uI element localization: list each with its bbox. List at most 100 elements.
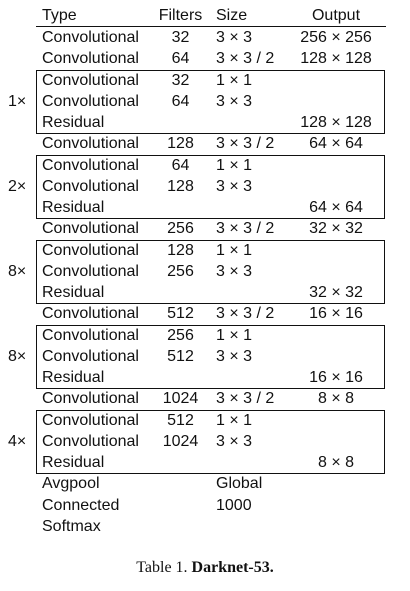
table-row: Residual 8 × 8 bbox=[0, 452, 410, 473]
table-row: Residual 16 × 16 bbox=[0, 367, 410, 388]
table-row: Avgpool Global bbox=[0, 473, 410, 494]
caption-prefix: Table 1. bbox=[136, 559, 192, 576]
table-row: Convolutional 32 1 × 1 bbox=[0, 70, 410, 91]
cell-type: Residual bbox=[42, 454, 105, 471]
cell-filters: 256 bbox=[167, 220, 194, 238]
cell-type: Convolutional bbox=[42, 347, 139, 365]
cell-type: Convolutional bbox=[42, 71, 139, 89]
cell-size: 3 × 3 bbox=[216, 432, 253, 450]
table-row: Convolutional 128 1 × 1 bbox=[0, 240, 410, 261]
cell-filters: 64 bbox=[171, 92, 190, 110]
cell-size: 3 × 3 bbox=[216, 92, 253, 110]
table-row: Residual 32 × 32 bbox=[0, 282, 410, 303]
table-caption: Table 1. Darknet-53. bbox=[0, 559, 410, 577]
cell-filters: 32 bbox=[171, 29, 190, 46]
cell-size: 1 × 1 bbox=[216, 326, 253, 344]
cell-size: 3 × 3 bbox=[216, 262, 253, 280]
header-rule bbox=[36, 26, 386, 27]
cell-filters: 1024 bbox=[162, 390, 199, 408]
cell-filters: 64 bbox=[171, 156, 190, 174]
group-multiplier: 4× bbox=[8, 432, 27, 450]
cell-size: 3 × 3 bbox=[216, 29, 253, 46]
cell-type: Convolutional bbox=[42, 262, 139, 280]
cell-filters: 128 bbox=[167, 177, 194, 195]
cell-output: 32 × 32 bbox=[309, 220, 363, 238]
cell-size: 3 × 3 / 2 bbox=[216, 390, 275, 408]
cell-size: 1 × 1 bbox=[216, 156, 253, 174]
table-row: Connected 1000 bbox=[0, 495, 410, 516]
cell-filters: 32 bbox=[171, 71, 190, 89]
cell-output: 128 × 128 bbox=[300, 114, 372, 131]
cell-size: Global bbox=[216, 475, 263, 493]
cell-size: 3 × 3 bbox=[216, 177, 253, 195]
cell-type: Residual bbox=[42, 369, 105, 386]
cell-output: 8 × 8 bbox=[317, 454, 355, 471]
cell-size: 3 × 3 / 2 bbox=[216, 135, 275, 153]
cell-type: Softmax bbox=[42, 517, 101, 535]
cell-output: 16 × 16 bbox=[309, 305, 363, 323]
cell-filters: 64 bbox=[171, 50, 190, 68]
table-row: Convolutional 32 3 × 3 256 × 256 bbox=[0, 27, 410, 48]
cell-size: 3 × 3 / 2 bbox=[216, 305, 275, 323]
cell-type: Convolutional bbox=[42, 156, 139, 174]
table-row: Convolutional 512 3 × 3 / 2 16 × 16 bbox=[0, 303, 410, 324]
residual-group-box bbox=[36, 154, 385, 220]
cell-type: Avgpool bbox=[42, 475, 100, 493]
cell-type: Convolutional bbox=[42, 177, 139, 195]
cell-type: Residual bbox=[42, 114, 105, 131]
cell-filters: 512 bbox=[167, 411, 194, 429]
cell-type: Convolutional bbox=[42, 220, 139, 238]
cell-type: Convolutional bbox=[42, 305, 139, 323]
cell-filters: 256 bbox=[167, 262, 194, 280]
table-row: Residual 64 × 64 bbox=[0, 197, 410, 218]
cell-type: Connected bbox=[42, 496, 120, 514]
cell-filters: 128 bbox=[167, 241, 194, 259]
cell-type: Convolutional bbox=[42, 390, 139, 408]
table-row: Convolutional 512 1 × 1 bbox=[0, 410, 410, 431]
cell-size: 1000 bbox=[216, 496, 252, 514]
cell-filters: 128 bbox=[167, 135, 194, 153]
residual-group-box bbox=[36, 239, 385, 305]
cell-type: Convolutional bbox=[42, 411, 139, 429]
cell-filters: 256 bbox=[167, 326, 194, 344]
cell-size: 1 × 1 bbox=[216, 71, 253, 89]
cell-filters: 512 bbox=[167, 305, 194, 323]
table-row: Softmax bbox=[0, 516, 410, 537]
table-row: Convolutional 128 3 × 3 bbox=[0, 176, 410, 197]
group-multiplier: 2× bbox=[8, 177, 27, 195]
header-output: Output bbox=[311, 7, 361, 24]
table-row: Convolutional 512 3 × 3 bbox=[0, 346, 410, 367]
group-multiplier: 1× bbox=[8, 92, 27, 110]
cell-size: 1 × 1 bbox=[216, 241, 253, 259]
cell-output: 64 × 64 bbox=[309, 135, 363, 153]
cell-output: 8 × 8 bbox=[317, 390, 355, 408]
darknet-53-table: Type Filters Size Output Convolutional 32 3 × … bbox=[0, 7, 410, 537]
group-multiplier: 8× bbox=[8, 347, 27, 365]
caption-title: Darknet-53. bbox=[191, 559, 274, 576]
table-row: Convolutional 64 3 × 3 bbox=[0, 91, 410, 112]
cell-size: 3 × 3 / 2 bbox=[216, 220, 275, 238]
cell-output: 64 × 64 bbox=[309, 199, 363, 216]
cell-type: Convolutional bbox=[42, 92, 139, 110]
table-row: Convolutional 256 3 × 3 bbox=[0, 261, 410, 282]
table-row: Convolutional 1024 3 × 3 / 2 8 × 8 bbox=[0, 388, 410, 409]
residual-group-box bbox=[36, 409, 385, 475]
cell-type: Convolutional bbox=[42, 50, 139, 68]
cell-type: Convolutional bbox=[42, 29, 139, 46]
residual-group-box bbox=[36, 324, 385, 390]
header-filters: Filters bbox=[158, 7, 203, 24]
group-multiplier: 8× bbox=[8, 262, 27, 280]
table-row: Convolutional 256 1 × 1 bbox=[0, 325, 410, 346]
table-row: Convolutional 64 1 × 1 bbox=[0, 155, 410, 176]
cell-type: Convolutional bbox=[42, 326, 139, 344]
cell-size: 3 × 3 / 2 bbox=[216, 50, 275, 68]
header-size: Size bbox=[216, 7, 248, 24]
header-type: Type bbox=[42, 7, 77, 24]
cell-size: 3 × 3 bbox=[216, 347, 253, 365]
table-row: Convolutional 1024 3 × 3 bbox=[0, 431, 410, 452]
cell-output: 128 × 128 bbox=[300, 50, 372, 68]
cell-type: Residual bbox=[42, 199, 105, 216]
table-row: Convolutional 256 3 × 3 / 2 32 × 32 bbox=[0, 218, 410, 239]
table-row: Convolutional 64 3 × 3 / 2 128 × 128 bbox=[0, 48, 410, 69]
table-row: Residual 128 × 128 bbox=[0, 112, 410, 133]
